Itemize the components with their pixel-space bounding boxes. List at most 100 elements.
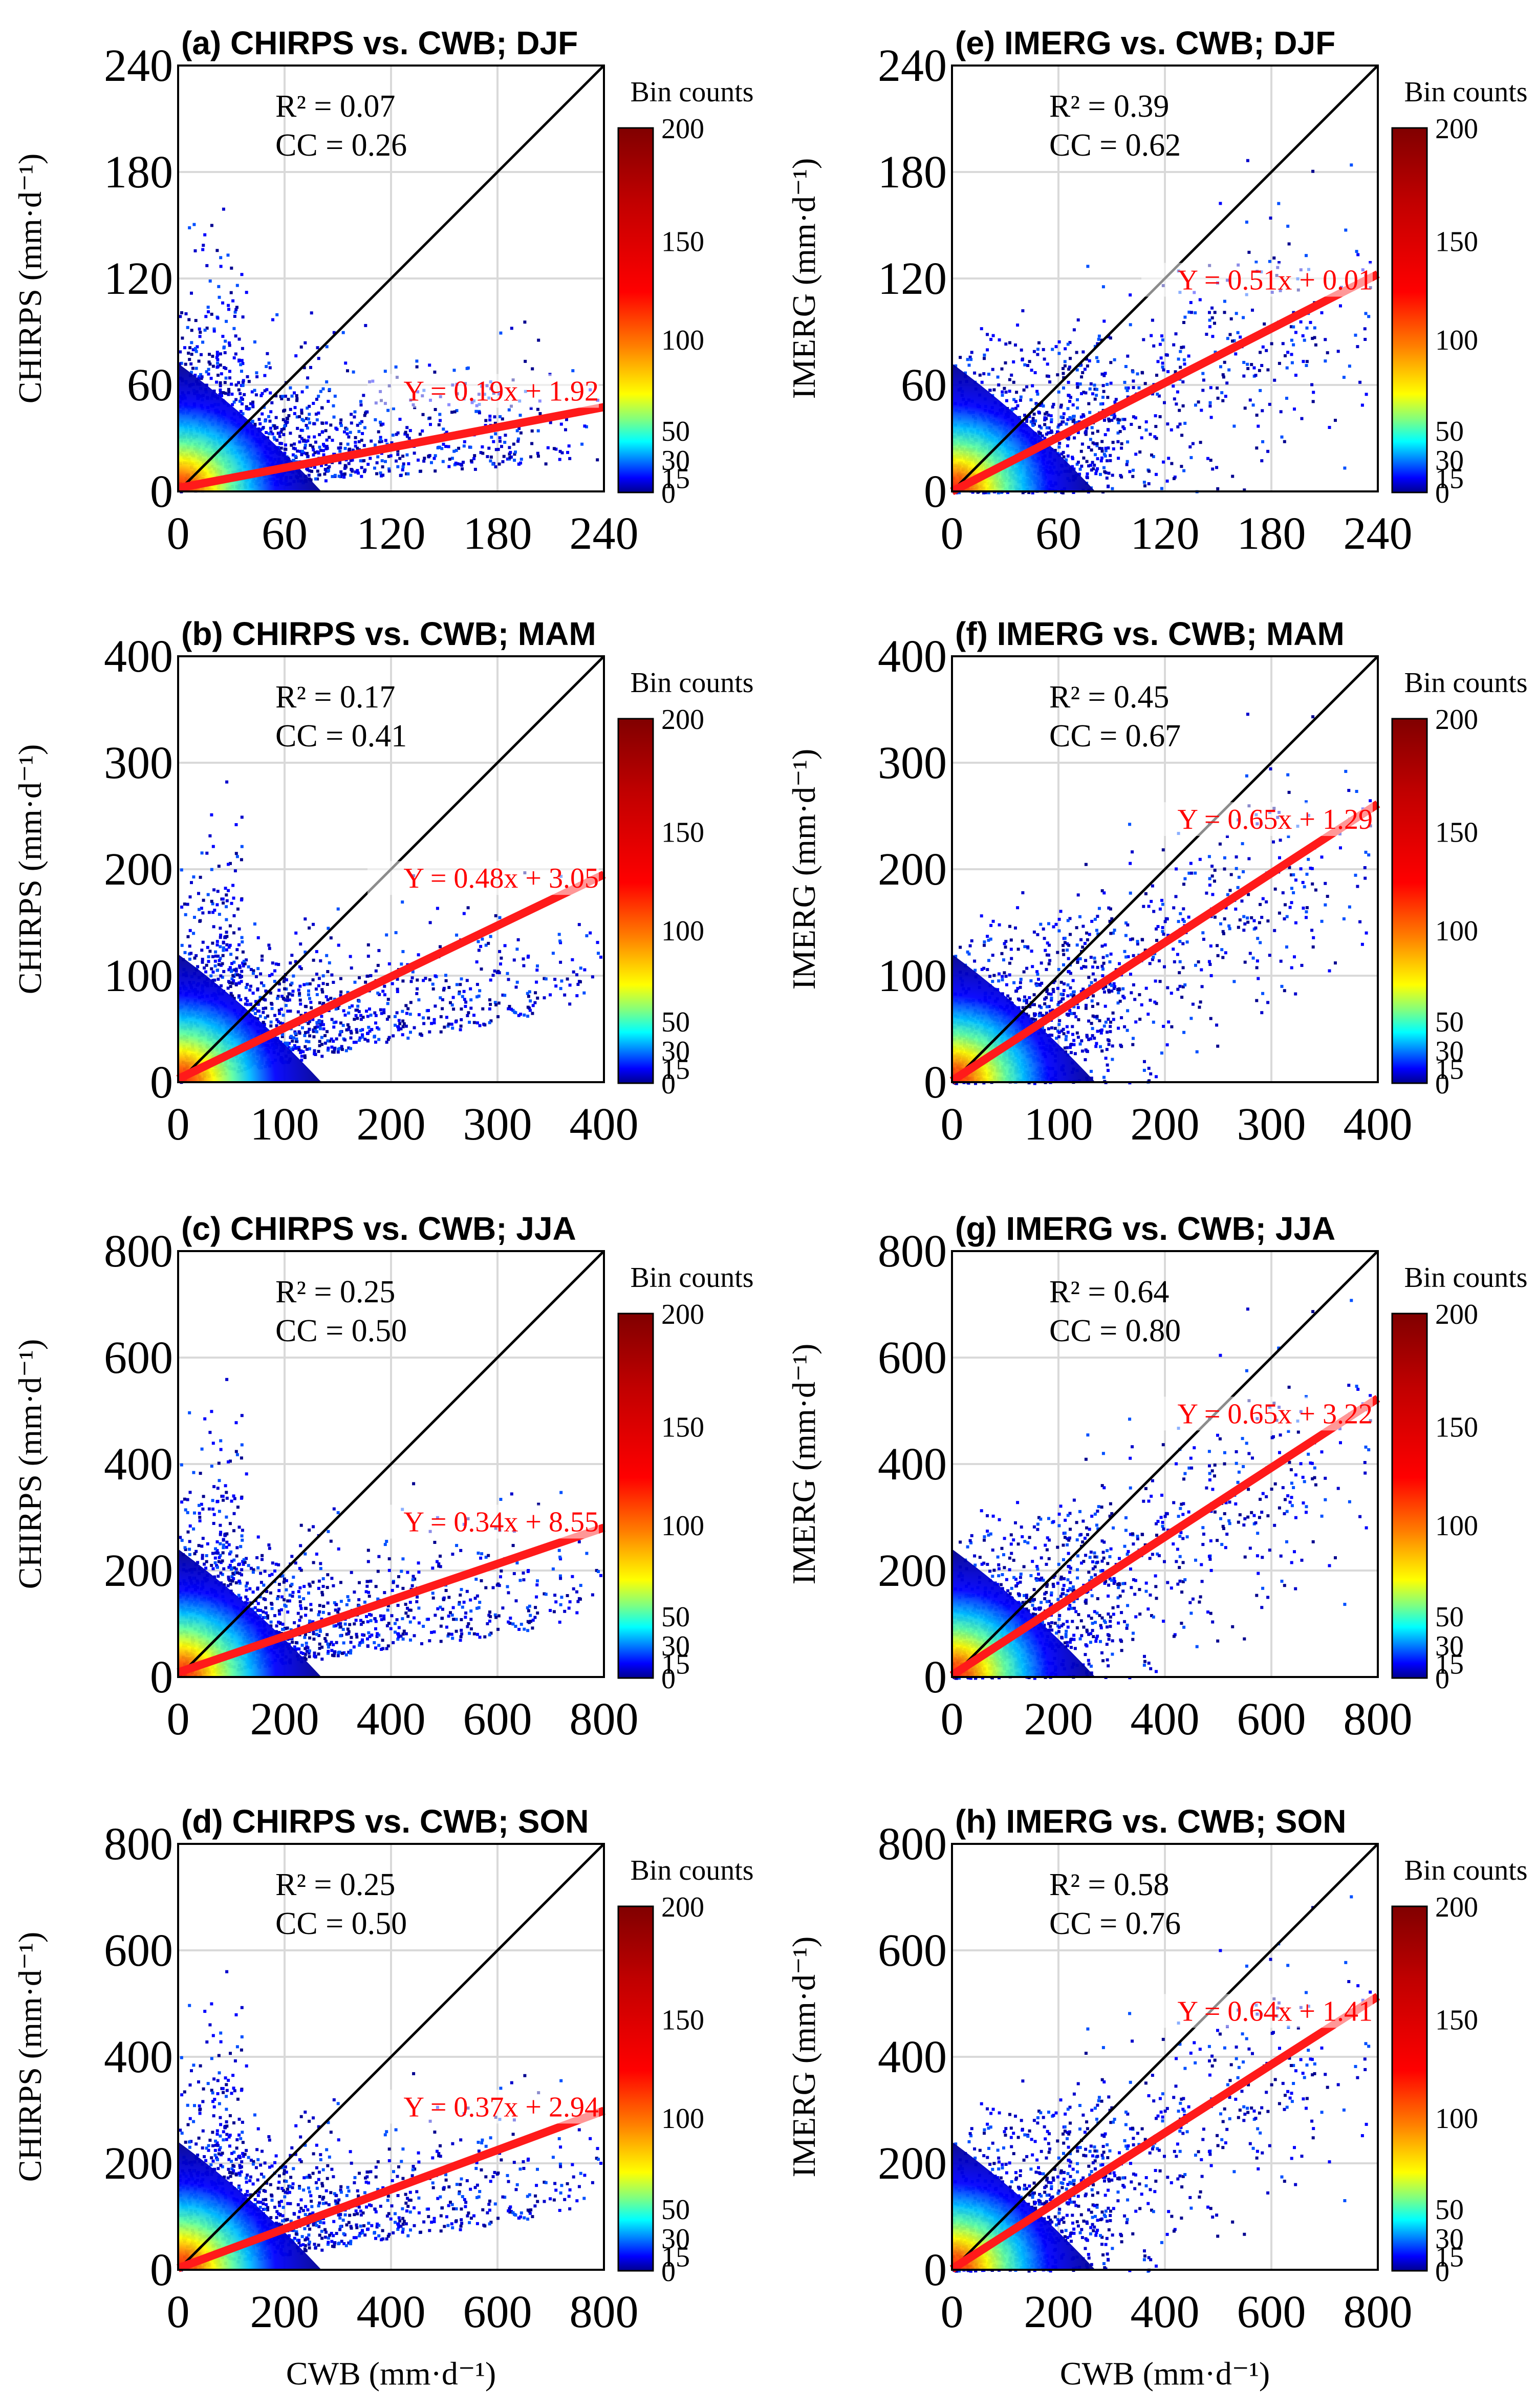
density-point: [415, 365, 419, 369]
density-point: [278, 1012, 282, 1015]
equation-label: Y = 0.48x + 3.05: [403, 863, 599, 894]
density-point: [228, 1552, 231, 1556]
density-point: [345, 427, 349, 431]
density-point: [297, 1046, 301, 1049]
density-point: [215, 365, 219, 369]
density-point: [219, 265, 223, 268]
density-point: [565, 418, 568, 421]
density-point: [308, 421, 311, 424]
density-point: [447, 1596, 451, 1599]
density-point: [222, 949, 225, 952]
density-point: [225, 905, 228, 909]
density-point: [269, 1024, 273, 1028]
density-point: [236, 1506, 240, 1509]
density-point: [599, 955, 602, 959]
density-point: [318, 433, 321, 437]
density-point: [407, 437, 411, 440]
density-point: [219, 1533, 222, 1536]
density-point: [215, 1540, 219, 1543]
density-point: [311, 1018, 315, 1021]
density-point: [303, 1054, 307, 1058]
density-point: [235, 1554, 239, 1558]
density-point: [210, 813, 213, 816]
density-point: [180, 311, 183, 314]
density-point: [457, 446, 461, 450]
density-point: [447, 2204, 450, 2207]
density-point: [512, 442, 515, 446]
density-point: [308, 1649, 311, 1653]
density-point: [512, 1572, 516, 1575]
density-point: [218, 1510, 221, 1513]
density-point: [236, 1571, 239, 1575]
density-point: [221, 962, 224, 965]
density-point: [245, 2064, 248, 2068]
density-point: [315, 2186, 319, 2190]
density-point: [596, 458, 599, 462]
density-point: [268, 1574, 271, 1577]
density-point: [356, 2212, 359, 2216]
density-point: [315, 1552, 318, 1556]
density-point: [211, 1442, 215, 1445]
density-point: [324, 429, 328, 433]
density-point: [318, 1604, 321, 1607]
density-point: [559, 1491, 563, 1494]
density-point: [305, 1047, 309, 1051]
density-point: [270, 1007, 274, 1010]
density-point: [459, 1593, 462, 1597]
density-point: [447, 986, 451, 989]
density-point: [241, 2120, 244, 2124]
density-point: [447, 445, 450, 448]
density-point: [345, 2194, 349, 2197]
plot-frame: [177, 64, 605, 492]
density-point: [203, 233, 207, 236]
density-point: [313, 1651, 316, 1655]
density-point: [275, 426, 279, 429]
density-point: [241, 950, 245, 954]
density-point: [401, 455, 405, 458]
density-point: [558, 2209, 561, 2212]
density-point: [229, 1550, 233, 1554]
density-point: [499, 2087, 503, 2090]
density-point: [597, 1570, 600, 1573]
density-point: [431, 2186, 435, 2189]
density-point: [269, 1620, 273, 1624]
r-squared-label: R² = 0.07: [275, 89, 395, 124]
density-point: [431, 1566, 435, 1570]
density-point: [327, 1612, 331, 1616]
density-point: [536, 996, 539, 1000]
density-point: [283, 977, 286, 980]
density-point: [227, 393, 230, 396]
density-point: [531, 1619, 535, 1622]
density-point: [297, 1048, 301, 1051]
density-point: [339, 1021, 342, 1025]
density-point: [333, 1046, 337, 1050]
density-point: [201, 960, 204, 964]
density-point: [332, 415, 336, 419]
density-point: [273, 1014, 276, 1017]
density-point: [428, 1030, 431, 1034]
density-point: [514, 450, 517, 454]
density-point: [292, 974, 295, 978]
density-point: [401, 1557, 405, 1561]
y-tick-label: 240: [104, 40, 173, 91]
density-point: [559, 422, 563, 426]
density-point: [428, 1639, 431, 1643]
density-point: [529, 1614, 532, 1617]
density-point: [546, 446, 550, 449]
density-point: [310, 1608, 313, 1612]
y-tick-label: 400: [104, 631, 173, 682]
density-point: [284, 998, 287, 1002]
density-point: [291, 1590, 295, 1594]
density-point: [235, 956, 239, 960]
density-point: [338, 449, 342, 453]
density-point: [258, 996, 262, 999]
density-point: [337, 2138, 340, 2142]
density-point: [409, 1608, 413, 1612]
density-point: [201, 940, 205, 944]
density-point: [265, 431, 268, 434]
density-point: [417, 1571, 421, 1574]
density-point: [206, 306, 210, 309]
density-point: [227, 1577, 230, 1581]
density-point: [247, 380, 251, 383]
